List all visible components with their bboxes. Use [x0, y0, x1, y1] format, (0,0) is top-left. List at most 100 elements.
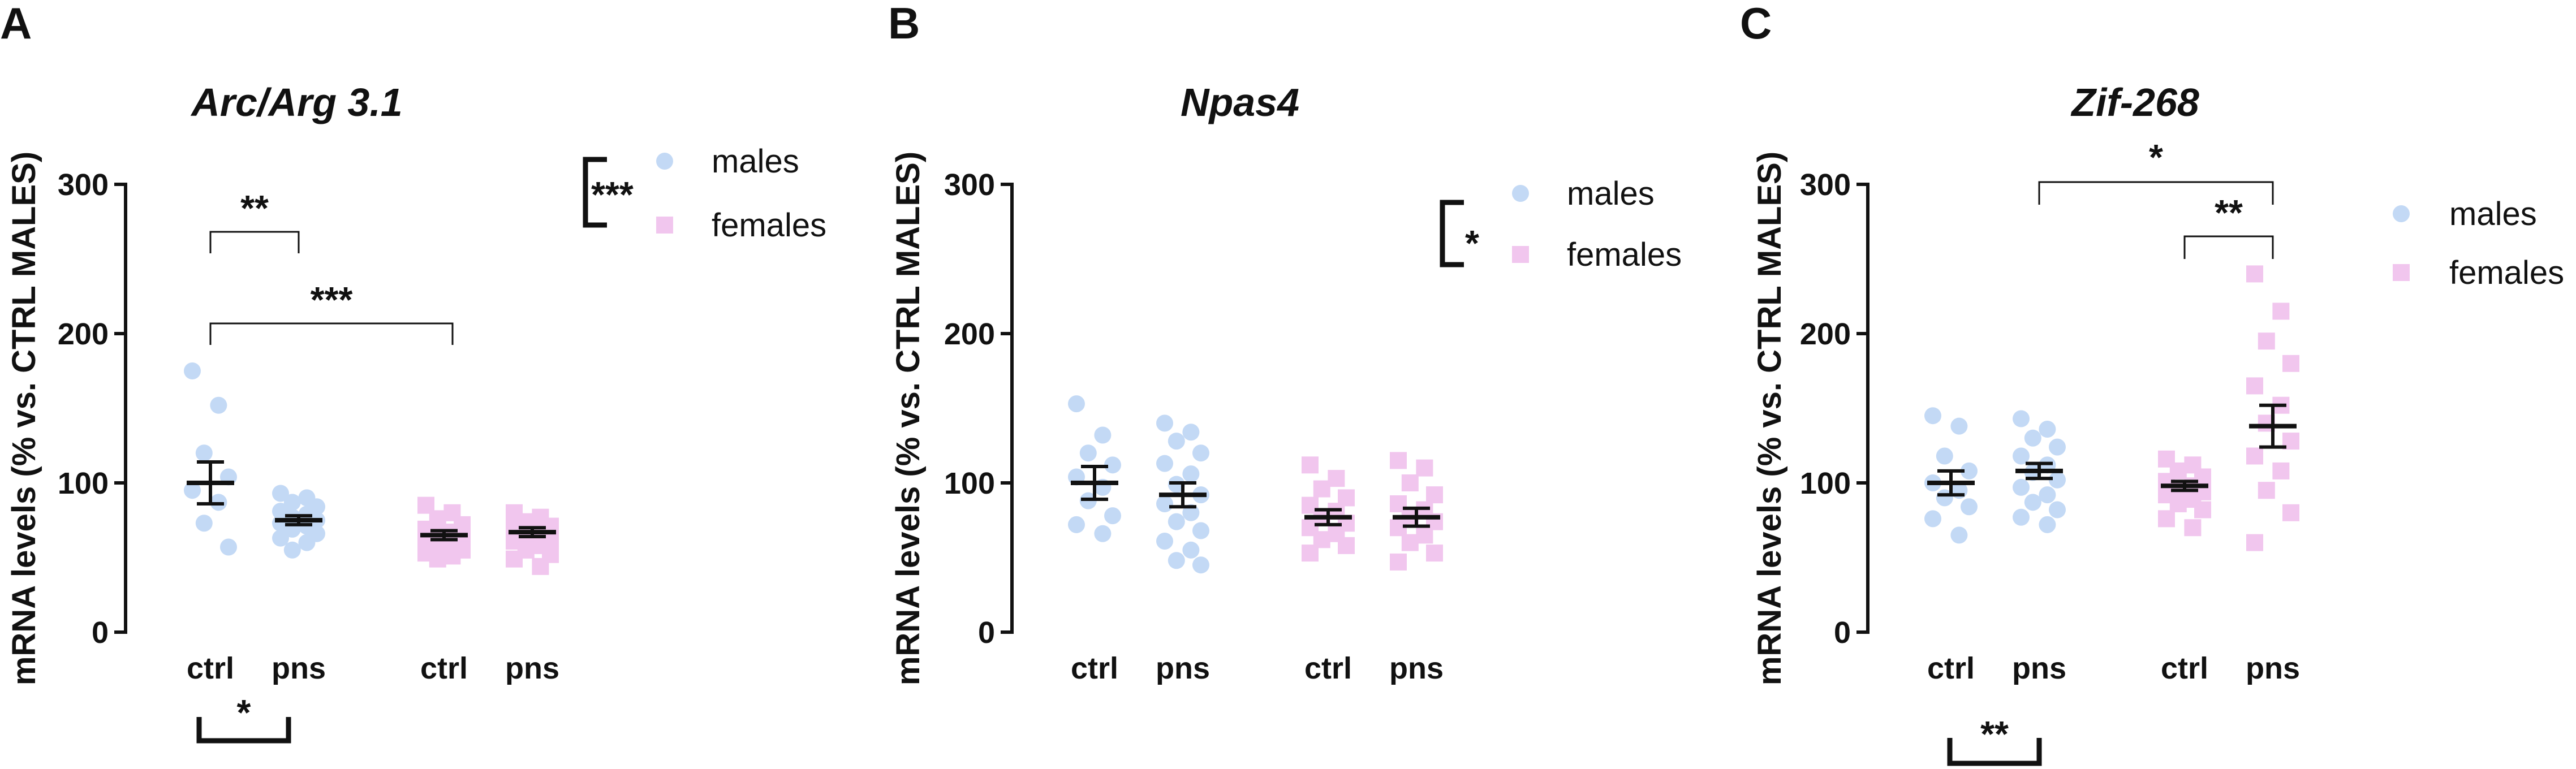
data-point-females — [1390, 452, 1407, 469]
x-category-label-0: ctrl — [187, 651, 234, 685]
data-point-males — [1924, 407, 1941, 425]
x-category-label-0: ctrl — [1071, 651, 1118, 685]
data-point-males — [1950, 417, 1968, 435]
sex-effect-bracket — [583, 157, 607, 228]
y-tick-label-0: 0 — [1834, 616, 1851, 650]
data-point-females — [2184, 519, 2202, 537]
data-point-males — [195, 444, 213, 462]
panel-letter-b: B — [888, 0, 920, 48]
y-tick-label-100: 100 — [58, 466, 109, 500]
x-category-label-3: pns — [505, 651, 559, 685]
data-point-males — [1182, 541, 1200, 559]
data-point-males — [298, 534, 316, 551]
data-point-males — [2049, 501, 2066, 519]
sex-effect-significance: *** — [591, 174, 634, 215]
y-tick-label-0: 0 — [92, 616, 109, 650]
data-point-males — [1094, 426, 1112, 444]
data-point-males — [220, 538, 237, 556]
panel-letter-c: C — [1740, 0, 1772, 48]
data-point-females — [1390, 553, 1407, 571]
data-point-females — [2246, 265, 2263, 283]
panel-title-a: Arc/Arg 3.1 — [190, 80, 402, 124]
x-category-label-1: pns — [272, 651, 326, 685]
data-point-females — [2194, 501, 2211, 519]
data-point-males — [1068, 516, 1085, 533]
x-category-label-2: ctrl — [1304, 651, 1352, 685]
data-point-males — [2039, 486, 2056, 504]
data-point-males — [1961, 462, 1978, 479]
data-point-females — [2158, 510, 2175, 528]
y-tick-label-200: 200 — [944, 317, 995, 351]
x-category-label-3: pns — [2246, 651, 2300, 685]
data-point-males — [1156, 532, 1173, 550]
legend-label-males: males — [712, 143, 799, 180]
data-point-females — [2258, 482, 2275, 499]
y-tick-label-100: 100 — [944, 466, 995, 500]
legend-label-females: females — [712, 207, 826, 244]
treatment-effect-bracket — [196, 717, 291, 744]
y-axis-label-a: mRNA levels (% vs. CTRL MALES) — [6, 152, 42, 685]
y-tick-label-300: 300 — [944, 168, 995, 202]
data-point-males — [1104, 507, 1121, 525]
data-point-males — [195, 515, 213, 532]
comparison-bracket — [209, 322, 454, 345]
legend-label-males: males — [1567, 175, 1655, 212]
data-point-males — [1192, 556, 1209, 574]
data-point-males — [1182, 424, 1200, 441]
data-point-males — [1068, 395, 1085, 413]
data-point-males — [283, 541, 301, 559]
y-axis-label-b: mRNA levels (% vs. CTRL MALES) — [890, 152, 927, 685]
x-category-label-0: ctrl — [1927, 651, 1975, 685]
x-category-label-3: pns — [1389, 651, 1444, 685]
data-point-females — [1302, 456, 1319, 474]
data-point-males — [272, 485, 289, 502]
legend-marker-males — [656, 153, 673, 170]
data-point-males — [2039, 516, 2056, 533]
data-point-females — [1328, 470, 1345, 487]
data-point-females — [1401, 534, 1419, 551]
chart-b: 0 100 200 300 ctrl pns ctrl pns males females * — [944, 168, 1682, 685]
data-point-males — [283, 494, 301, 511]
comparison-significance: ** — [240, 188, 269, 228]
x-category-label-1: pns — [1156, 651, 1210, 685]
data-point-males — [1156, 414, 1173, 432]
data-point-females — [1302, 545, 1319, 562]
data-point-males — [1950, 526, 1968, 544]
data-point-males — [1156, 455, 1173, 472]
legend-marker-females — [2393, 264, 2410, 281]
data-point-females — [2272, 462, 2290, 479]
y-tick-label-100: 100 — [1800, 466, 1851, 500]
legend-label-males: males — [2449, 196, 2537, 232]
data-point-males — [1168, 433, 1185, 450]
panel-letter-a: A — [0, 0, 32, 48]
data-point-males — [2024, 429, 2041, 447]
panel-title-c: Zif-268 — [2070, 80, 2199, 124]
data-point-males — [1961, 498, 1978, 516]
treatment-effect-significance: * — [237, 692, 251, 733]
data-point-males — [2013, 478, 2030, 496]
data-point-males — [2013, 410, 2030, 427]
data-point-females — [506, 550, 523, 568]
comparison-bracket — [2038, 181, 2274, 205]
comparison-significance: ** — [2215, 192, 2243, 233]
data-point-males — [2024, 494, 2041, 511]
y-tick-label-300: 300 — [1800, 168, 1851, 202]
panel-a: A Arc/Arg 3.1 mRNA levels (% vs. CTRL MA… — [0, 0, 403, 685]
data-point-females — [2246, 377, 2263, 395]
data-point-females — [2282, 504, 2299, 521]
data-point-females — [2272, 303, 2290, 320]
comparison-bracket — [2183, 235, 2274, 259]
legend-marker-females — [656, 217, 673, 234]
data-point-males — [184, 362, 201, 379]
data-point-females — [2246, 447, 2263, 465]
data-point-females — [2258, 332, 2275, 350]
data-point-males — [1182, 504, 1200, 521]
data-point-females — [1426, 486, 1443, 504]
x-category-label-2: ctrl — [420, 651, 468, 685]
panel-title-b: Npas4 — [1181, 80, 1299, 124]
data-point-males — [184, 482, 201, 499]
data-point-females — [429, 550, 446, 568]
data-point-males — [2049, 471, 2066, 489]
